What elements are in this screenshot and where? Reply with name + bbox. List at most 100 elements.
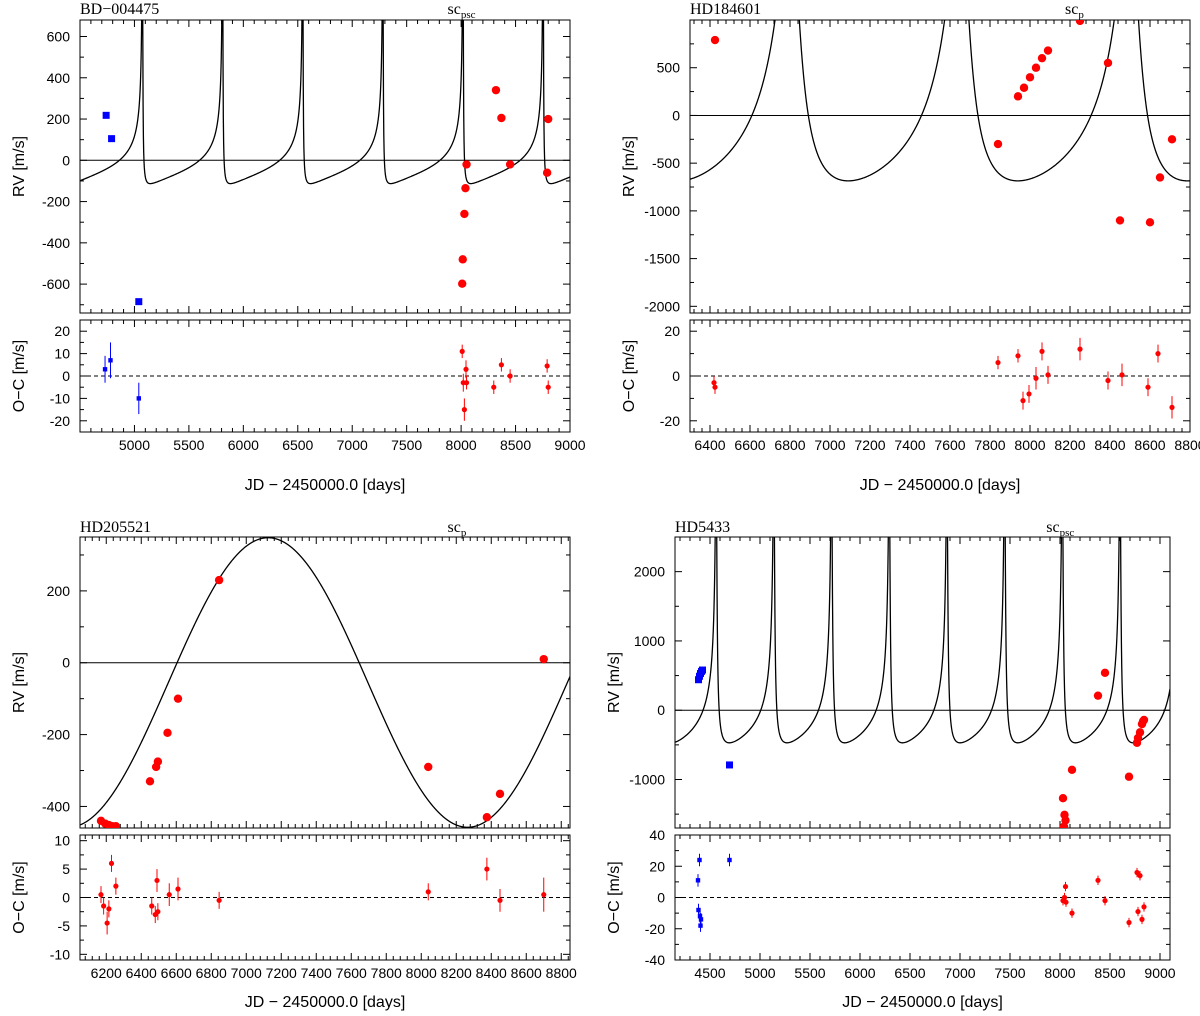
residual-data-point [216,897,222,903]
rv-data-point [1043,46,1053,55]
rv-series-b [96,575,548,828]
residual-y-tick-label: -40 [645,952,665,968]
rv-y-tick-label: -200 [42,194,70,210]
residual-data-point [1102,898,1108,904]
rv-y-tick-label: -200 [42,727,70,743]
x-tick-label: 6800 [196,965,227,981]
x-tick-label: 8600 [511,965,542,981]
panel-title: HD184601 [690,1,761,18]
residual-data-point [108,358,113,363]
rv-y-tick-label: -400 [42,235,70,251]
x-tick-label: 8000 [1044,965,1075,981]
x-tick-label: 7200 [854,437,885,453]
rv-y-tick-label: -500 [652,155,680,171]
rv-data-point [1145,218,1155,227]
residual-y-tick-label: -10 [50,390,70,406]
residual-y-tick-label: 5 [62,861,70,877]
residual-data-point [1039,348,1045,354]
x-tick-label: 8200 [441,965,472,981]
panel-hd205521: 6200 6400 6600 6800 7000 7200 7400 7600 7800 8000… [11,519,577,1011]
rv-data-point [710,35,720,45]
x-tick-label: 5500 [173,437,204,453]
residual-data-point [1126,919,1132,926]
x-tick-label: 8500 [500,437,531,453]
residual-series-b [459,344,551,421]
rv-data-point [1100,668,1110,677]
residual-data-point [149,903,155,909]
rv-y-tick-label: -1500 [644,251,680,267]
rv-y-tick-label: 2000 [634,564,665,580]
rv-data-point [544,114,553,124]
rv-data-point [462,160,471,169]
x-axis-label: JD − 2450000.0 [days] [245,994,406,1011]
residual-data-point [104,920,110,926]
residual-y-tick-label: -20 [50,413,70,429]
panel-title: BD−004475 [80,1,159,18]
panel-hd5433: 4500 5000 5500 6000 6500 7000 7500 8000 8500 9000… [606,519,1176,1011]
residual-y-tick-label: 20 [649,858,665,874]
model-curve [690,20,1190,182]
x-axis-label: JD − 2450000.0 [days] [245,477,406,494]
residual-data-point [155,909,161,915]
x-tick-label: 8400 [476,965,507,981]
residual-data-point [1063,899,1069,905]
residual-y-tick-label: -5 [58,918,71,934]
residual-data-point [497,897,503,903]
x-tick-label: 6600 [161,965,192,981]
rv-data-point [1115,216,1125,225]
rv-data-point [173,694,183,703]
rv-data-point [1124,772,1134,781]
rv-data-point [726,761,733,769]
rv-data-point [1103,58,1113,68]
residual-y-tick-label: -10 [50,946,70,962]
rv-data-point [1138,717,1148,726]
residual-y-tick-label: -20 [660,413,680,429]
rv-plot-frame [689,19,1191,314]
residual-data-point [491,384,497,390]
residual-data-point [1026,391,1032,397]
rv-series-b [710,20,1177,227]
residual-data-point [108,860,115,867]
panel-title: HD205521 [80,519,151,536]
residual-plot-frame [689,319,1191,433]
residual-data-point [1145,384,1151,390]
residual-data-point [1139,916,1145,922]
x-tick-label: 7000 [814,437,845,453]
rv-y-tick-label: 0 [657,702,665,718]
x-axis-label: JD − 2450000.0 [days] [842,994,1003,1011]
rv-plot-frame [79,19,571,314]
x-tick-label: 8500 [1094,965,1125,981]
rv-y-tick-label: 500 [657,60,681,76]
rv-y-tick-label: -400 [42,798,70,814]
rv-y-axis-label: RV [m/s] [11,136,28,197]
rv-data-point [460,209,469,219]
residual-data-point [727,857,732,863]
panel-title: HD5433 [675,519,730,536]
rv-data-point [145,777,155,786]
rv-data-point [458,279,467,288]
residual-data-point [507,373,513,379]
panel-hd184601: 6400 6600 6800 7000 7200 7400 7600 7800 8000 8200… [621,1,1200,494]
rv-series-b [458,85,553,288]
residual-y-axis-label: O−C [m/s] [11,340,28,412]
rv-data-point [993,139,1003,149]
x-tick-label: 7200 [266,965,297,981]
x-tick-label: 7800 [371,965,402,981]
rv-data-point [111,822,121,828]
model-curve [675,537,1170,744]
panel-bd-004475: 5000 5500 6000 6500 7000 7500 8000 8500 9000 600 4… [11,1,586,494]
model-label: scpsc [1046,519,1074,539]
x-tick-label: 6200 [91,965,122,981]
x-tick-label: 8800 [1174,437,1200,453]
residual-data-point [425,889,431,895]
residual-y-tick-label: -20 [645,921,665,937]
rv-data-point [1031,63,1041,72]
residual-data-point [98,892,104,898]
x-axis-label: JD − 2450000.0 [days] [860,477,1021,494]
residual-y-tick-label: 10 [54,346,70,362]
rv-data-point [699,666,706,674]
model-label: scp [1065,1,1084,21]
x-tick-label: 6500 [894,965,925,981]
rv-y-tick-label: 0 [672,107,680,123]
x-tick-label: 8800 [546,965,577,981]
